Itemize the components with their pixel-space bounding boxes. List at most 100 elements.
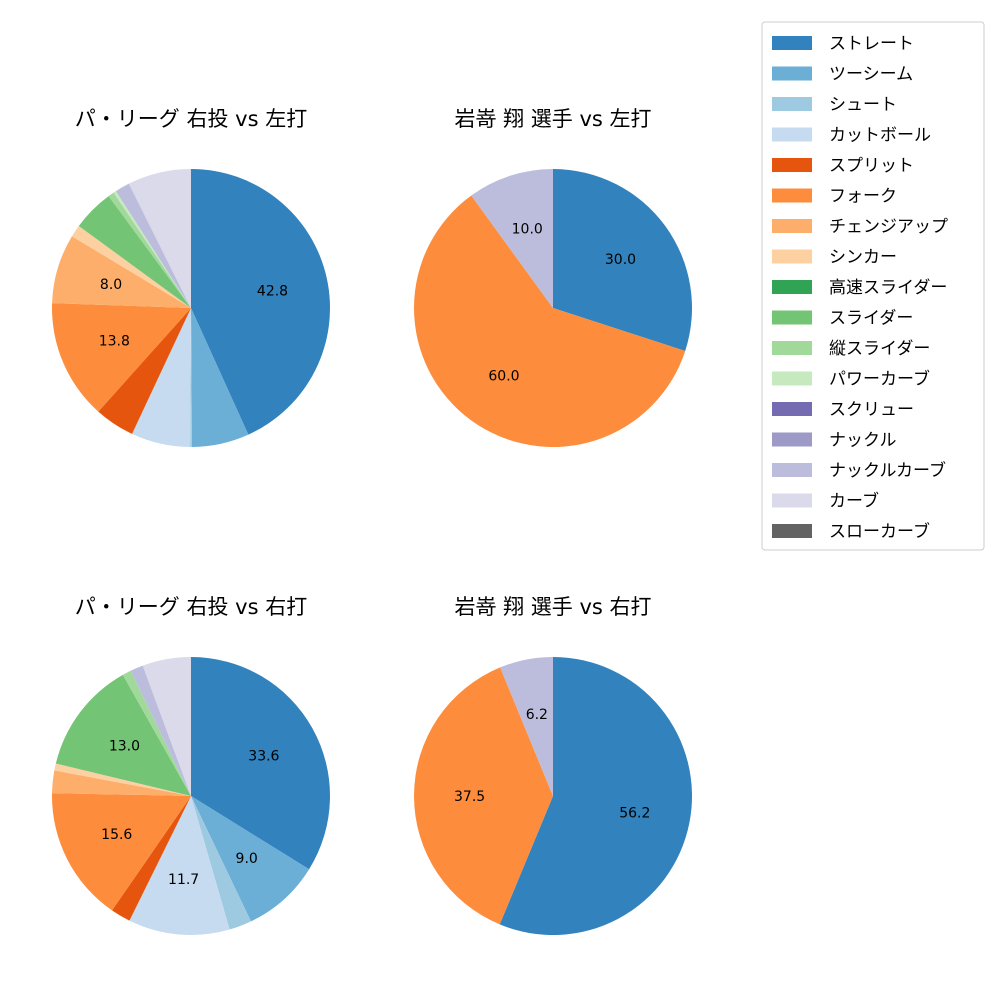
legend-entry: フォーク [772, 187, 897, 207]
legend-entry: ストレート [772, 34, 914, 54]
pie-slice-フォーク [414, 667, 553, 925]
legend-swatch [772, 219, 812, 233]
legend-entry: ナックルカーブ [772, 460, 946, 481]
legend-entry: ツーシーム [772, 65, 913, 85]
legend-label: ツーシーム [829, 65, 913, 85]
legend-frame [761, 21, 985, 551]
legend-swatch [772, 402, 812, 416]
pie-slice-縦スライダー [122, 670, 191, 796]
pie-slice-カーブ [128, 169, 191, 308]
pie-slice-value-label: 6.2 [526, 707, 548, 723]
legend-swatch [772, 249, 812, 264]
pie-chart-iwasaki-vs-rhb: 岩嵜 翔 選手 vs 右打 56.2 37.5 6.2 [414, 595, 693, 936]
pie-slice-value-label: 60.0 [488, 368, 519, 384]
legend-swatch [772, 371, 812, 386]
legend-entry: カーブ [772, 491, 879, 512]
chart-title: パ・リーグ 右投 vs 左打 [75, 107, 307, 131]
pie-slice-ツーシーム [191, 796, 310, 922]
pie-slice-value-label: 10.0 [512, 222, 543, 238]
legend-label: チェンジアップ [829, 217, 948, 237]
pie-slice-ナックルカーブ [115, 183, 191, 308]
pie-slice-value-label: 33.6 [248, 748, 279, 764]
pie-slice-ナックルカーブ [500, 657, 553, 796]
pie-chart-pl-rhp-vs-lhb: パ・リーグ 右投 vs 左打 42.8 13.8 8.0 [51, 107, 331, 448]
legend-entry: シンカー [772, 248, 897, 268]
legend-swatch [772, 310, 812, 325]
legend-label: スローカーブ [829, 521, 930, 542]
pie-slice-スプリット [112, 796, 191, 921]
pie-slice-パワーカーブ [113, 191, 191, 308]
legend-label: ナックルカーブ [829, 460, 946, 481]
legend-entry: パワーカーブ [772, 369, 930, 390]
legend-entry: カットボール [772, 126, 931, 146]
pie-slice-カットボール [132, 308, 191, 447]
pie-slice-value-label: 11.7 [168, 872, 199, 888]
legend-swatch [772, 341, 812, 355]
legend-entry: シュート [772, 95, 897, 115]
pie-slice-ツーシーム [191, 308, 249, 447]
chart-title: パ・リーグ 右投 vs 右打 [75, 595, 307, 619]
legend-label: スプリット [829, 156, 914, 176]
chart-title: 岩嵜 翔 選手 vs 右打 [454, 595, 651, 619]
pie-slice-スライダー [78, 196, 191, 308]
legend-label: 縦スライダー [829, 339, 930, 359]
pie-slice-カットボール [129, 796, 230, 935]
pie-slice-シュート [190, 308, 192, 448]
pie-slice-フォーク [51, 303, 191, 412]
legend-label: 高速スライダー [829, 278, 947, 298]
pie-slice-value-label: 30.0 [605, 252, 636, 268]
legend-entry: 縦スライダー [772, 339, 930, 359]
legend-swatch [772, 463, 812, 477]
legend-label: シンカー [829, 248, 897, 268]
pie-slice-スプリット [98, 308, 191, 434]
pie-chart-pl-rhp-vs-rhb: パ・リーグ 右投 vs 右打 33.6 9.0 11.7 15.6 13.0 [51, 595, 330, 935]
pie-slice-シュート [191, 796, 251, 930]
legend-label: フォーク [829, 187, 897, 207]
pie-slice-フォーク [51, 793, 191, 911]
pie-slice-ナックルカーブ [471, 169, 553, 308]
legend-swatch [772, 280, 812, 294]
pie-slice-ストレート [191, 657, 330, 870]
pie-slice-value-label: 15.6 [101, 827, 132, 843]
pie-slice-ストレート [191, 169, 331, 435]
pie-slice-value-label: 37.5 [454, 789, 485, 805]
legend-label: パワーカーブ [829, 369, 930, 390]
legend-swatch [772, 188, 812, 203]
legend-swatch [772, 36, 812, 50]
pie-slice-value-label: 13.8 [99, 334, 130, 350]
pie-slice-ストレート [553, 169, 692, 351]
legend-swatch [772, 158, 812, 172]
legend-entry: スローカーブ [772, 521, 930, 542]
legend-swatch [772, 127, 812, 142]
legend-label: ストレート [829, 34, 914, 54]
pie-slice-縦スライダー [108, 192, 191, 308]
pie-slice-value-label: 13.0 [109, 739, 140, 755]
legend-label: カーブ [829, 491, 879, 512]
legend-swatch [772, 432, 812, 447]
legend-label: シュート [829, 95, 897, 115]
legend: ストレートツーシームシュートカットボールスプリットフォークチェンジアップシンカー… [761, 21, 985, 551]
pie-slice-value-label: 8.0 [100, 277, 122, 293]
legend-swatch [772, 66, 812, 81]
pie-slice-チェンジアップ [52, 770, 191, 796]
legend-label: ナックル [829, 431, 897, 451]
pie-slice-value-label: 9.0 [236, 851, 258, 867]
pie-slice-スライダー [55, 674, 192, 796]
legend-entry: スライダー [772, 309, 913, 329]
legend-entry: 高速スライダー [772, 278, 947, 298]
legend-entry: スクリュー [772, 400, 914, 420]
pie-slice-チェンジアップ [52, 236, 192, 308]
legend-label: スライダー [829, 309, 913, 329]
legend-entry: チェンジアップ [772, 217, 948, 237]
pie-slice-シンカー [71, 225, 191, 308]
legend-entry: ナックル [772, 431, 897, 451]
legend-swatch [772, 97, 812, 111]
legend-swatch [772, 493, 812, 508]
pie-slice-value-label: 42.8 [257, 283, 288, 299]
legend-label: カットボール [829, 126, 931, 146]
pie-slice-ナックルカーブ [130, 665, 191, 796]
pie-chart-iwasaki-vs-lhb: 岩嵜 翔 選手 vs 左打 30.0 60.0 10.0 [414, 107, 692, 447]
pie-slice-value-label: 56.2 [619, 805, 650, 821]
pie-slice-フォーク [414, 195, 686, 447]
